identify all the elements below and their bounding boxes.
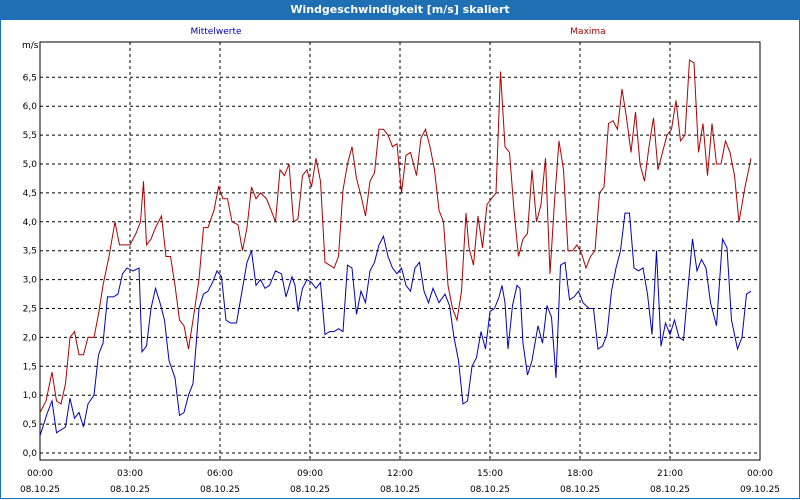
- x-tick-time: 18:00: [567, 469, 593, 479]
- series-line-mittelwerte: [39, 212, 752, 436]
- y-tick-label: 3,5: [23, 247, 37, 257]
- y-tick-label: 3,0: [23, 276, 38, 286]
- y-tick-label: 0,0: [23, 449, 38, 459]
- y-axis-ticks: 0,0 0,5 1,0 1,5 2,0 2,5 3,0 3,5 4,0 4,5 5,0 5,5 6,0 6…: [23, 73, 38, 459]
- x-tick-date: 09.10.25: [740, 485, 780, 495]
- grid-lines: [40, 42, 760, 460]
- legend-maxima: Maxima: [570, 27, 605, 37]
- y-tick-label: 2,5: [23, 305, 37, 315]
- x-tick-date: 08.10.25: [560, 485, 600, 495]
- y-tick-label: 6,5: [23, 73, 37, 83]
- y-tick-label: 6,0: [23, 102, 38, 112]
- x-tick-time: 12:00: [387, 469, 413, 479]
- x-tick-time: 21:00: [657, 469, 683, 479]
- y-tick-label: 4,0: [23, 218, 38, 228]
- x-tick-time: 00:00: [27, 469, 53, 479]
- x-tick-date: 08.10.25: [110, 485, 150, 495]
- y-tick-label: 5,5: [23, 131, 37, 141]
- y-tick-label: 2,0: [23, 333, 38, 343]
- x-tick-date: 08.10.25: [470, 485, 510, 495]
- series-line-maxima: [39, 59, 752, 413]
- x-tick-time: 06:00: [207, 469, 233, 479]
- x-axis-ticks: 00:00 08.10.25 03:00 08.10.25 06:00 08.10.25 0…: [20, 469, 780, 495]
- legend-mittelwerte: Mittelwerte: [190, 27, 241, 37]
- chart-title: Windgeschwindigkeit [m/s] skaliert: [0, 0, 800, 20]
- x-tick-time: 00:00: [747, 469, 773, 479]
- y-tick-label: 4,5: [23, 189, 37, 199]
- x-tick-date: 08.10.25: [200, 485, 240, 495]
- x-tick-time: 15:00: [477, 469, 503, 479]
- y-tick-label: 1,0: [23, 391, 38, 401]
- x-tick-time: 09:00: [297, 469, 323, 479]
- y-tick-label: 0,5: [23, 420, 37, 430]
- x-tick-date: 08.10.25: [380, 485, 420, 495]
- y-tick-label: 1,5: [23, 362, 37, 372]
- x-tick-date: 08.10.25: [290, 485, 330, 495]
- y-tick-label: 5,0: [23, 160, 38, 170]
- x-tick-date: 08.10.25: [20, 485, 60, 495]
- x-tick-date: 08.10.25: [650, 485, 690, 495]
- y-axis-label: m/s: [22, 41, 39, 51]
- x-tick-time: 03:00: [117, 469, 143, 479]
